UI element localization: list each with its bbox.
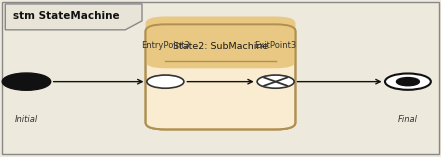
Text: Initial: Initial: [15, 115, 38, 124]
Circle shape: [396, 78, 419, 86]
Circle shape: [2, 73, 51, 90]
Polygon shape: [5, 4, 142, 30]
Text: State2: SubMachine: State2: SubMachine: [173, 42, 268, 51]
FancyBboxPatch shape: [146, 24, 295, 130]
Text: EntryPoint3: EntryPoint3: [141, 41, 190, 50]
FancyBboxPatch shape: [146, 16, 295, 68]
Circle shape: [257, 75, 294, 88]
Circle shape: [147, 75, 184, 88]
Circle shape: [385, 73, 431, 90]
Text: Final: Final: [398, 115, 418, 124]
Text: ExitPoint3: ExitPoint3: [254, 41, 297, 50]
Text: stm StateMachine: stm StateMachine: [13, 11, 120, 21]
